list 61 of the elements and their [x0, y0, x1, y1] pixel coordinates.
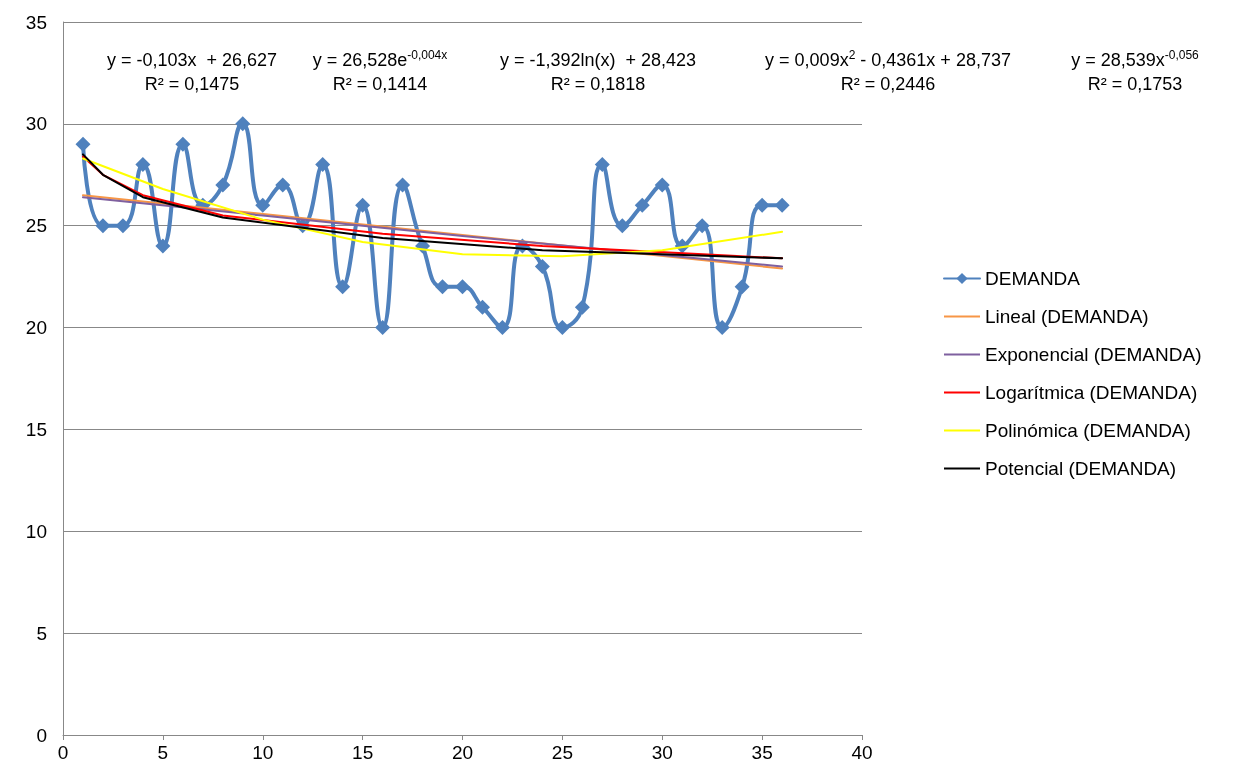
x-tick-label: 15	[352, 742, 374, 763]
x-tick-label: 10	[252, 742, 274, 763]
point	[215, 177, 231, 193]
point	[554, 320, 570, 336]
annotation: y = -1,392ln(x) + 28,423	[499, 50, 697, 70]
y-tick-label: 15	[25, 418, 47, 440]
point	[75, 136, 91, 152]
point	[335, 279, 351, 295]
point	[594, 157, 610, 173]
point	[135, 157, 151, 173]
annotation: y = -0,103x + 26,627	[106, 50, 278, 70]
x-tick-label: 0	[57, 742, 69, 763]
point	[574, 299, 590, 315]
point	[534, 258, 550, 274]
point	[614, 218, 630, 234]
point	[375, 320, 391, 336]
point	[155, 238, 171, 254]
y-tick-label: 30	[25, 113, 47, 135]
text: R² = 0,1753	[1087, 74, 1183, 94]
y-tick-label: 35	[25, 11, 47, 33]
point	[315, 157, 331, 173]
point	[435, 279, 451, 295]
point	[115, 218, 131, 234]
point	[494, 320, 510, 336]
point	[774, 197, 790, 213]
legend-label: Lineal (DEMANDA)	[985, 306, 1149, 327]
x-tick-label: 35	[751, 742, 773, 763]
point	[474, 299, 490, 315]
x-tick-label: 30	[651, 742, 673, 763]
point	[395, 177, 411, 193]
point	[634, 197, 650, 213]
y-tick-label: 10	[25, 520, 47, 542]
legend-label: DEMANDA	[985, 268, 1081, 289]
y-tick-label: 25	[25, 215, 47, 237]
legend-label: Potencial (DEMANDA)	[985, 458, 1177, 479]
legend-label: Polinómica (DEMANDA)	[985, 420, 1191, 441]
point	[694, 218, 710, 234]
point	[235, 116, 251, 132]
point	[355, 197, 371, 213]
annotation: R² = 0,1475	[144, 74, 240, 94]
y-tick-label: 0	[36, 724, 47, 746]
point	[95, 218, 111, 234]
point	[754, 197, 770, 213]
x-tick-label: 25	[551, 742, 573, 763]
point	[275, 177, 291, 193]
x-tick-label: 40	[851, 742, 873, 763]
annotation: R² = 0,1818	[550, 74, 646, 94]
point	[654, 177, 670, 193]
annotation: R² = 0,1414	[332, 74, 428, 94]
point	[255, 197, 271, 213]
y-tick-label: 20	[25, 317, 47, 339]
legend-label: Logarítmica (DEMANDA)	[985, 382, 1198, 403]
point	[175, 136, 191, 152]
x-tick-label: 20	[451, 742, 474, 763]
point	[714, 320, 730, 336]
x-tick-label: 5	[157, 742, 169, 763]
legend-label: Exponencial (DEMANDA)	[985, 344, 1202, 365]
point	[734, 279, 750, 295]
annotation: R² = 0,2446	[840, 74, 936, 94]
y-tick-label: 5	[36, 622, 47, 644]
point	[455, 279, 470, 295]
